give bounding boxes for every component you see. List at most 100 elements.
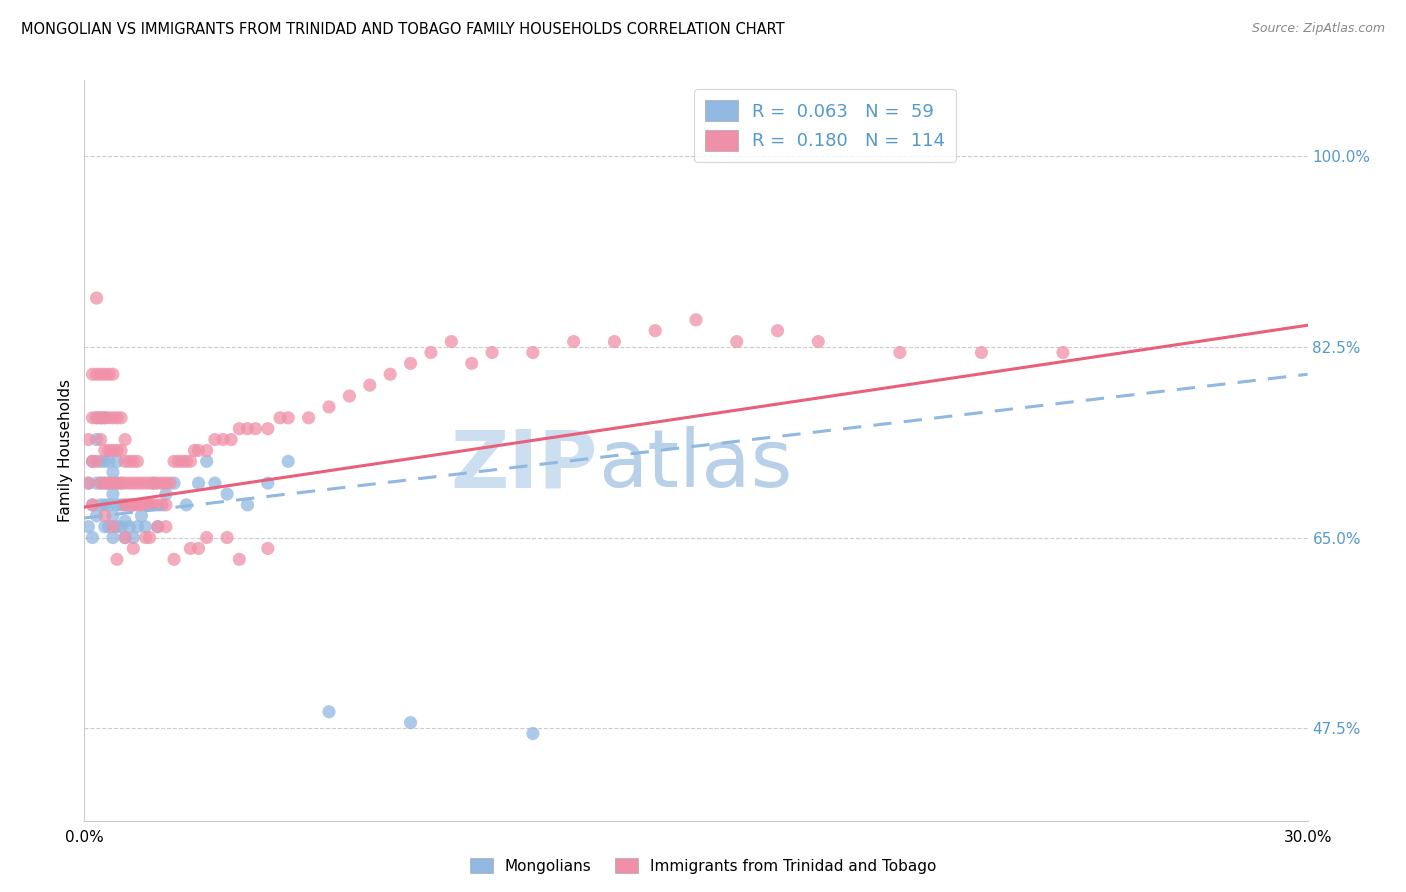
Point xyxy=(93,476,115,491)
Point xyxy=(380,368,402,382)
Point xyxy=(105,476,128,491)
Point xyxy=(101,476,124,491)
Text: atlas: atlas xyxy=(598,426,793,504)
Point xyxy=(138,498,160,512)
Point xyxy=(82,454,104,468)
Point xyxy=(685,313,707,327)
Point xyxy=(318,705,340,719)
Point xyxy=(82,498,104,512)
Point xyxy=(86,433,108,447)
Point xyxy=(114,514,136,528)
Point xyxy=(135,498,157,512)
Point xyxy=(167,454,190,468)
Point xyxy=(228,552,250,566)
Point xyxy=(122,476,145,491)
Point xyxy=(86,410,108,425)
Point xyxy=(159,476,181,491)
Point xyxy=(118,454,141,468)
Point xyxy=(174,454,197,468)
Point xyxy=(603,334,626,349)
Point xyxy=(269,410,291,425)
Point xyxy=(110,519,132,533)
Point xyxy=(90,454,112,468)
Point xyxy=(105,443,128,458)
Point xyxy=(90,476,112,491)
Point xyxy=(86,476,108,491)
Point xyxy=(127,476,149,491)
Point xyxy=(101,368,124,382)
Point xyxy=(77,476,100,491)
Point xyxy=(105,410,128,425)
Point xyxy=(522,726,544,740)
Point xyxy=(101,443,124,458)
Point xyxy=(236,422,259,436)
Point xyxy=(101,410,124,425)
Point xyxy=(174,498,197,512)
Point xyxy=(277,410,299,425)
Point xyxy=(97,410,120,425)
Point xyxy=(195,531,218,545)
Point xyxy=(82,531,104,545)
Point xyxy=(298,410,321,425)
Point xyxy=(101,465,124,479)
Point xyxy=(135,476,157,491)
Point xyxy=(725,334,748,349)
Point xyxy=(118,476,141,491)
Point xyxy=(122,531,145,545)
Point xyxy=(77,476,100,491)
Point xyxy=(82,454,104,468)
Point xyxy=(93,443,115,458)
Point xyxy=(142,498,165,512)
Point xyxy=(93,368,115,382)
Point xyxy=(77,433,100,447)
Point xyxy=(77,519,100,533)
Point xyxy=(114,433,136,447)
Point xyxy=(1052,345,1074,359)
Point xyxy=(131,476,153,491)
Point xyxy=(97,498,120,512)
Point xyxy=(155,519,177,533)
Point xyxy=(114,531,136,545)
Point xyxy=(82,498,104,512)
Point xyxy=(93,410,115,425)
Point xyxy=(97,368,120,382)
Point xyxy=(245,422,267,436)
Point xyxy=(131,498,153,512)
Point xyxy=(146,519,169,533)
Text: MONGOLIAN VS IMMIGRANTS FROM TRINIDAD AND TOBAGO FAMILY HOUSEHOLDS CORRELATION C: MONGOLIAN VS IMMIGRANTS FROM TRINIDAD AN… xyxy=(21,22,785,37)
Point xyxy=(131,508,153,523)
Point xyxy=(127,519,149,533)
Point xyxy=(93,508,115,523)
Point xyxy=(122,454,145,468)
Legend: R =  0.063   N =  59, R =  0.180   N =  114: R = 0.063 N = 59, R = 0.180 N = 114 xyxy=(695,89,956,161)
Point xyxy=(318,400,340,414)
Point xyxy=(118,519,141,533)
Point xyxy=(257,541,280,556)
Point xyxy=(135,531,157,545)
Point xyxy=(155,476,177,491)
Point xyxy=(236,498,259,512)
Point xyxy=(179,454,201,468)
Point xyxy=(172,454,194,468)
Point xyxy=(187,443,209,458)
Point xyxy=(359,378,381,392)
Point xyxy=(101,519,124,533)
Point xyxy=(219,433,242,447)
Point xyxy=(339,389,361,403)
Point xyxy=(150,476,173,491)
Point xyxy=(138,476,160,491)
Point xyxy=(90,410,112,425)
Legend: Mongolians, Immigrants from Trinidad and Tobago: Mongolians, Immigrants from Trinidad and… xyxy=(464,852,942,880)
Point xyxy=(228,422,250,436)
Point xyxy=(105,552,128,566)
Point xyxy=(86,454,108,468)
Point xyxy=(135,519,157,533)
Point xyxy=(110,476,132,491)
Point xyxy=(97,454,120,468)
Point xyxy=(127,454,149,468)
Point xyxy=(138,498,160,512)
Point xyxy=(204,433,226,447)
Point xyxy=(461,356,484,370)
Point xyxy=(110,443,132,458)
Point xyxy=(183,443,205,458)
